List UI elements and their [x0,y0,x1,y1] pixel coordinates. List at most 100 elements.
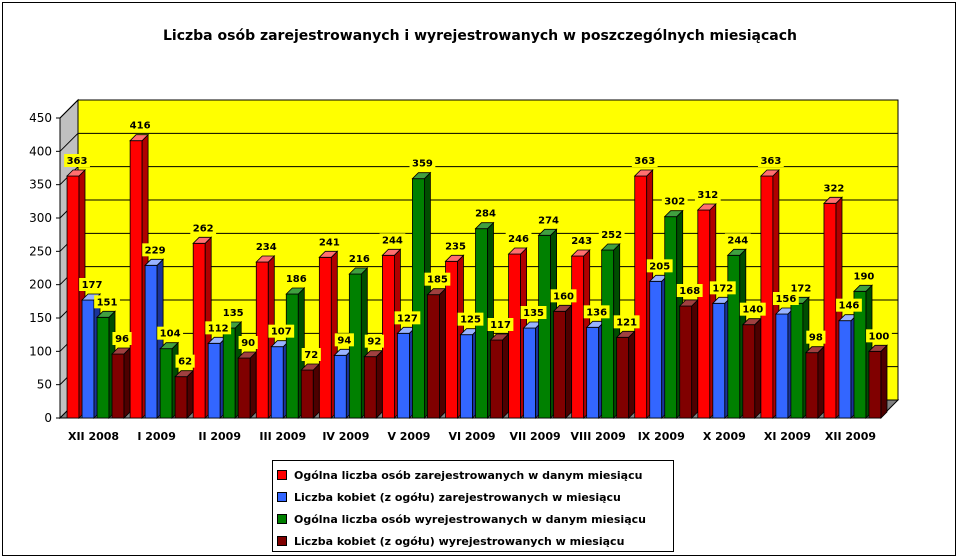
data-label: 235 [445,241,466,252]
legend-item-deregistered: Ogólna liczba osób wyrejestrowanych w da… [277,508,673,530]
data-label-bg [94,295,120,309]
data-label-bg [346,252,373,265]
legend-item-women-registered: Liczba kobiet (z ogółu) zarejestrowanych… [277,486,673,508]
bar-top [96,310,116,318]
data-label-bg [631,154,658,167]
data-label-bg [598,228,625,241]
bar [805,352,819,419]
data-label: 262 [193,223,214,234]
legend-label-women-registered: Liczba kobiet (z ogółu) zarejestrowanych… [294,490,621,504]
x-tick-label: X 2009 [703,430,746,443]
bar-top [144,258,165,266]
bar [697,209,711,419]
data-label: 156 [775,294,796,305]
x-tick-label: III 2009 [259,430,306,443]
data-label-bg [268,324,295,338]
data-label-bg [301,348,321,361]
data-label: 185 [427,275,448,286]
data-label: 312 [697,190,718,201]
data-label-bg [724,233,751,247]
bar [255,261,269,419]
bar [649,280,663,419]
x-tick-label: XII 2008 [68,430,119,443]
bar-side [628,330,636,419]
bar [397,332,410,419]
legend-swatch-registered [277,470,287,480]
bar-side [123,347,131,419]
bar [159,348,173,419]
data-label-bg [472,206,499,220]
x-tick-label: XI 2009 [764,430,811,443]
data-label-bg [112,332,132,345]
data-label: 136 [586,307,607,318]
gridline-side [59,99,79,119]
data-label: 96 [115,334,129,345]
x-tick-label: VII 2009 [509,430,560,443]
bar [664,216,678,419]
bar [460,334,473,419]
bar-side [186,369,194,419]
data-label: 241 [319,237,340,248]
bar [742,324,756,419]
data-label-bg [694,188,721,201]
data-label: 172 [712,283,733,294]
bar [174,376,188,419]
legend-label-registered: Ogólna liczba osób zarejestrowanych w da… [294,468,643,482]
bar [207,342,221,419]
bar [727,254,741,419]
legend-item-women-deregistered: Liczba kobiet (z ogółu) wyrejestrowanych… [277,530,673,552]
y-tick-label: 350 [29,178,52,192]
bar [427,294,440,419]
data-label: 244 [727,235,748,246]
data-label: 100 [869,331,890,342]
bar [222,327,236,419]
data-label-bg [142,243,169,257]
data-label: 146 [839,301,860,312]
x-tick-label: VIII 2009 [571,430,626,443]
data-label: 107 [271,327,292,338]
bar [868,350,882,419]
data-label-bg [676,284,703,297]
data-label-bg [787,281,814,295]
data-label-bg [379,233,406,247]
bar [129,140,143,419]
bar-top [696,203,717,211]
legend-swatch-women-registered [277,492,287,502]
bar-top [381,248,402,256]
data-label: 62 [178,357,192,368]
y-tick-label: 150 [29,311,52,325]
data-label-bg [157,326,184,340]
data-label: 186 [286,274,307,285]
data-label: 322 [824,183,845,194]
y-tick-label: 200 [29,278,52,292]
legend-label-deregistered: Ogólna liczba osób wyrejestrowanych w da… [294,512,646,526]
y-tick-label: 250 [29,244,52,258]
bar-top [868,344,888,352]
data-label: 151 [97,297,118,308]
bar-side [502,333,509,419]
bar-top [411,172,432,180]
gridline-side [59,132,79,152]
data-label: 359 [412,159,433,170]
data-label-bg [364,334,384,348]
x-tick-label: XII 2009 [825,430,876,443]
data-label-bg [190,221,217,235]
bar-top [600,243,621,251]
data-label: 172 [790,283,811,294]
data-label-bg [394,311,421,325]
bar-top [474,222,495,230]
data-label-bg [568,234,595,247]
bar-side [691,299,699,419]
x-tick-label: I 2009 [137,430,176,443]
data-label-bg [836,298,862,312]
legend-label-women-deregistered: Liczba kobiet (z ogółu) wyrejestrowanych… [294,534,625,548]
data-label-bg [79,278,105,291]
bar [634,175,648,419]
data-label-bg [661,194,688,208]
bar [111,353,125,419]
data-label: 363 [67,156,88,167]
bar [760,175,774,419]
data-label-bg [253,240,280,253]
data-label-bg [821,181,847,195]
